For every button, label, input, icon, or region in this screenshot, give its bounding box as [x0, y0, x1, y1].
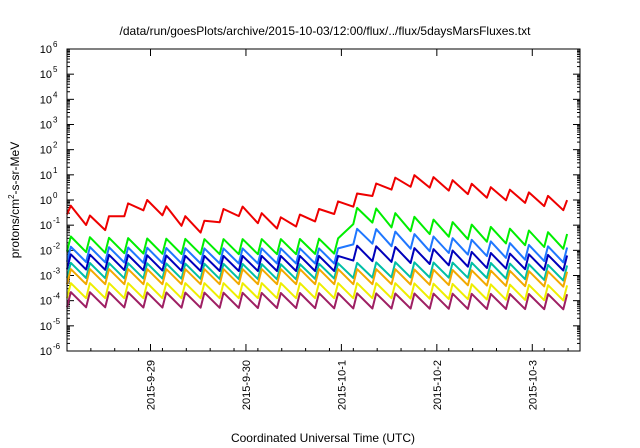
series-line [66, 244, 569, 272]
series-line [66, 268, 569, 288]
y-tick-exponent: -4 [53, 292, 61, 301]
x-tick-label: 2015-10-3 [527, 360, 539, 410]
y-tick-exponent: 2 [53, 141, 58, 150]
x-axis: 2015-9-29 2015-9-30 2015-10-1 2015-10-2 2015… [66, 49, 569, 410]
y-tick-exponent: 4 [53, 90, 58, 99]
y-tick-label: 10 [40, 220, 52, 232]
y-tick-exponent: -3 [53, 267, 61, 276]
y-tick-exponent: 5 [53, 65, 58, 74]
x-tick-label: 2015-10-1 [336, 360, 348, 410]
y-tick-label: 10 [40, 346, 52, 358]
chart-title: /data/run/goesPlots/archive/2015-10-03/1… [120, 24, 532, 38]
series-line [66, 291, 569, 311]
y-tick-label: 10 [40, 44, 52, 56]
y-tick-exponent: -5 [53, 317, 61, 326]
y-tick-label: 10 [40, 145, 52, 157]
y-tick-label: 10 [40, 245, 52, 257]
x-tick-label: 2015-9-30 [241, 360, 253, 410]
series-line [66, 261, 569, 282]
y-axis-label: protons/cm2-s-sr-MeV [7, 142, 22, 258]
series-line [66, 282, 569, 302]
y-tick-label: 10 [40, 296, 52, 308]
y-tick-label: 10 [40, 321, 52, 333]
y-tick-label: 10 [40, 195, 52, 207]
plot-frame [66, 48, 581, 352]
series-line [66, 174, 569, 234]
x-tick-label: 2015-10-2 [432, 360, 444, 410]
x-axis-label: Coordinated Universal Time (UTC) [231, 431, 415, 445]
y-tick-exponent: 6 [53, 40, 58, 49]
series-line [66, 227, 569, 265]
y-tick-exponent: -2 [53, 241, 61, 250]
y-tick-exponent: 3 [53, 116, 58, 125]
y-tick-label: 10 [40, 120, 52, 132]
x-tick-label: 2015-9-29 [146, 360, 158, 410]
y-tick-exponent: -1 [53, 216, 61, 225]
y-tick-label: 10 [40, 170, 52, 182]
y-tick-exponent: 1 [53, 166, 58, 175]
y-tick-label: 10 [40, 271, 52, 283]
y-tick-exponent: 0 [53, 191, 58, 200]
series-group [66, 174, 569, 311]
y-tick-exponent: -6 [53, 342, 61, 351]
y-tick-label: 10 [40, 69, 52, 81]
series-line [66, 206, 569, 256]
y-tick-label: 10 [40, 94, 52, 106]
